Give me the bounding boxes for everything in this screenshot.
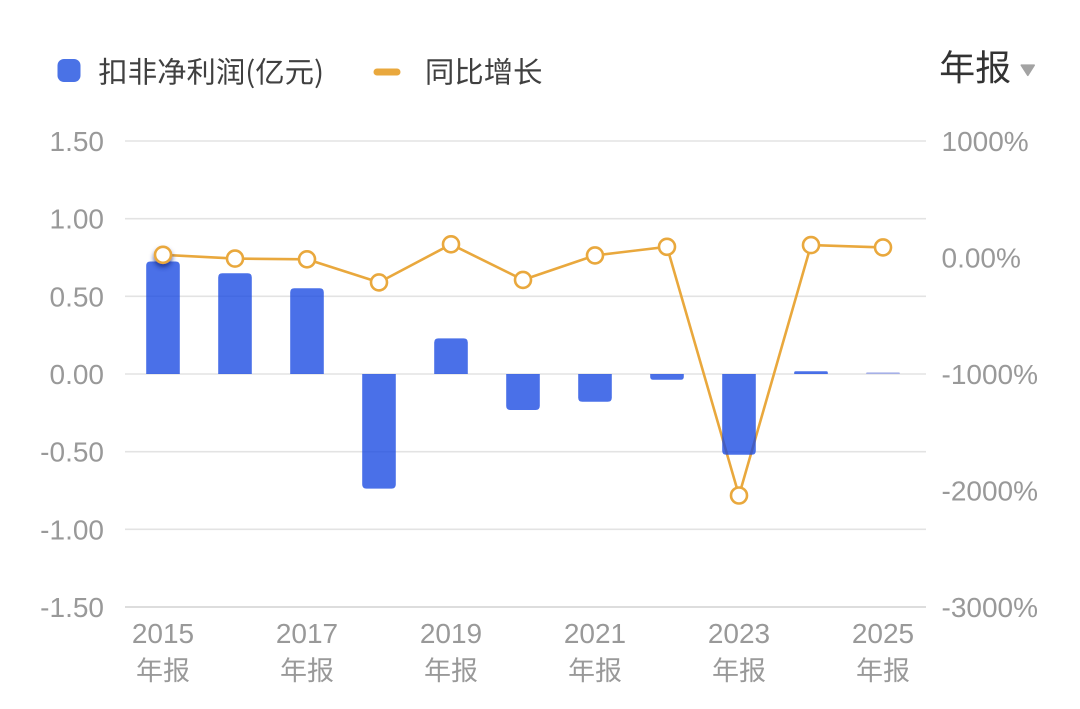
svg-text:2019: 2019	[420, 618, 482, 649]
svg-text:2023: 2023	[708, 618, 770, 649]
svg-text:0.50: 0.50	[50, 281, 105, 312]
svg-text:1.50: 1.50	[50, 126, 105, 157]
svg-text:2025: 2025	[852, 618, 914, 649]
svg-text:-0.50: -0.50	[40, 437, 104, 468]
svg-text:0.00%: 0.00%	[942, 243, 1021, 274]
svg-text:2017: 2017	[276, 618, 338, 649]
svg-text:2015: 2015	[132, 618, 194, 649]
svg-text:-1000%: -1000%	[942, 359, 1039, 390]
svg-text:2021: 2021	[564, 618, 626, 649]
svg-text:-2000%: -2000%	[942, 476, 1039, 507]
svg-text:-3000%: -3000%	[942, 592, 1039, 623]
svg-text:-1.50: -1.50	[40, 592, 104, 623]
svg-text:1000%: 1000%	[942, 126, 1029, 157]
svg-text:-1.00: -1.00	[40, 514, 104, 545]
svg-text:0.00: 0.00	[50, 359, 105, 390]
svg-text:1.00: 1.00	[50, 204, 105, 235]
